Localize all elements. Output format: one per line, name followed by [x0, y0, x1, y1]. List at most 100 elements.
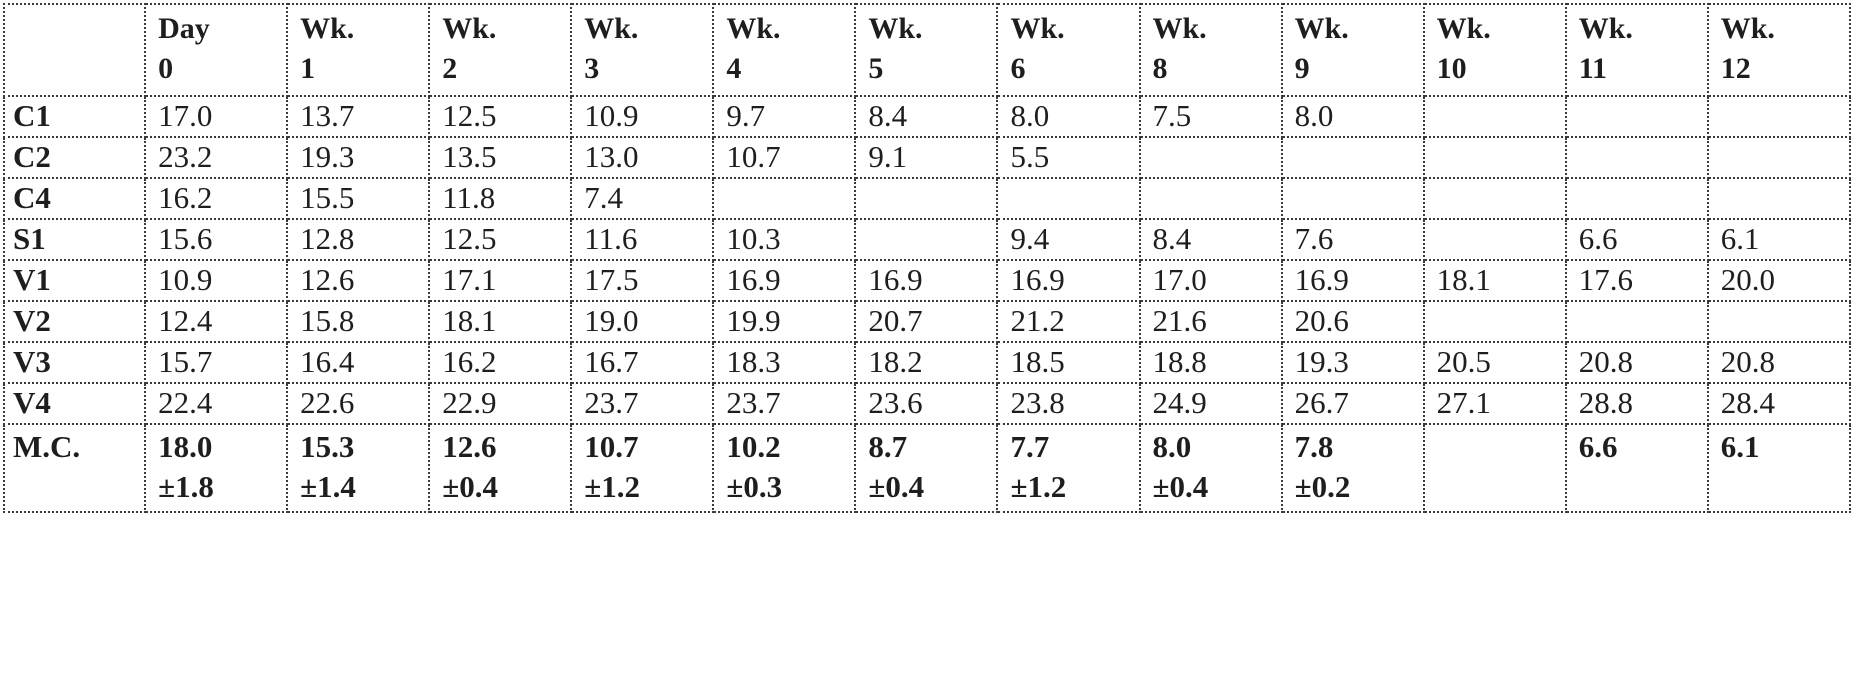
table-cell: 16.9: [854, 259, 999, 302]
table-cell: [1564, 177, 1709, 220]
sd-value: ±0.3: [726, 469, 783, 504]
table-cell: 18.2: [854, 341, 999, 384]
table-cell: 26.7: [1280, 382, 1425, 425]
sd-value: ±1.4: [300, 469, 356, 504]
table-cell: 22.6: [286, 382, 431, 425]
column-header-line1: Wk.: [300, 12, 355, 45]
table-cell: 10.9: [144, 259, 289, 302]
column-header-line1: Wk.: [1578, 12, 1633, 45]
column-header-line1: Day: [158, 12, 210, 45]
mean-cell: 15.3 ±1.4: [286, 423, 431, 513]
row-label: V3: [2, 341, 147, 384]
table-row: V2 12.4 15.8 18.1 19.0 19.9 20.7 21.2 21.6 20.6: [2, 300, 1852, 343]
table-row: C2 23.2 19.3 13.5 13.0 10.7 9.1 5.5: [2, 136, 1852, 179]
table-cell: 13.5: [428, 136, 573, 179]
table-cell: 17.0: [1138, 259, 1283, 302]
table-cell: 18.1: [428, 300, 573, 343]
table-cell: 21.2: [996, 300, 1141, 343]
mean-cell: 7.8 ±0.2: [1280, 423, 1425, 513]
table-cell: 16.9: [1280, 259, 1425, 302]
table-cell: 13.0: [570, 136, 715, 179]
column-header-line2: 12: [1720, 52, 1751, 85]
table-cell: 16.9: [996, 259, 1141, 302]
table-cell: 15.5: [286, 177, 431, 220]
table-cell: 27.1: [1422, 382, 1567, 425]
table-cell: 10.3: [712, 218, 857, 261]
column-header-line2: 8: [1152, 52, 1168, 85]
table-cell: 6.1: [1706, 218, 1852, 261]
table-cell: 16.2: [428, 341, 573, 384]
table-cell: 5.5: [996, 136, 1141, 179]
mean-cell: 12.6 ±0.4: [428, 423, 573, 513]
header-row: Day 0 Wk. 1 Wk. 2 Wk. 3 Wk. 4 Wk. 5 Wk. 6 Wk. 8 Wk. 9 Wk. 1…: [2, 3, 1852, 97]
table-cell: 19.9: [712, 300, 857, 343]
table-cell: [996, 177, 1141, 220]
table-cell: [854, 218, 999, 261]
column-header: Wk. 5: [854, 3, 999, 97]
column-header: Wk. 9: [1280, 3, 1425, 97]
table-row: V4 22.4 22.6 22.9 23.7 23.7 23.6 23.8 24.9 26.7 27…: [2, 382, 1852, 425]
table-cell: 19.0: [570, 300, 715, 343]
row-label: S1: [2, 218, 147, 261]
column-header-line2: 1: [300, 52, 316, 85]
table-cell: 28.4: [1706, 382, 1852, 425]
table-cell: 11.6: [570, 218, 715, 261]
sd-value: ±0.4: [868, 469, 925, 504]
mean-cell: 10.7 ±1.2: [570, 423, 715, 513]
column-header: Wk. 6: [996, 3, 1141, 97]
table-cell: 19.3: [1280, 341, 1425, 384]
column-header-line2: 2: [442, 52, 458, 85]
column-header-line1: Wk.: [1294, 12, 1349, 45]
table-cell: 20.6: [1280, 300, 1425, 343]
mean-value: 7.8: [1294, 429, 1334, 464]
table-cell: [1138, 177, 1283, 220]
mean-value: 6.6: [1578, 429, 1618, 464]
table-cell: 20.8: [1706, 341, 1852, 384]
table-cell: [1422, 300, 1567, 343]
table-cell: 18.1: [1422, 259, 1567, 302]
column-header-line2: 3: [584, 52, 600, 85]
table-cell: 9.7: [712, 95, 857, 138]
table-row: V3 15.7 16.4 16.2 16.7 18.3 18.2 18.5 18.8 19.3 20…: [2, 341, 1852, 384]
table-cell: 15.6: [144, 218, 289, 261]
table-cell: 17.1: [428, 259, 573, 302]
column-header-line1: Wk.: [1010, 12, 1065, 45]
table-cell: [712, 177, 857, 220]
column-header-line1: Wk.: [868, 12, 923, 45]
table-cell: 16.2: [144, 177, 289, 220]
mean-row-label: M.C.: [2, 423, 147, 513]
column-header-line2: 6: [1010, 52, 1026, 85]
table-cell: 10.7: [712, 136, 857, 179]
table-cell: 18.8: [1138, 341, 1283, 384]
table-cell: 8.4: [854, 95, 999, 138]
column-header: Wk. 11: [1564, 3, 1709, 97]
column-header-line2: 4: [726, 52, 742, 85]
table-cell: 23.8: [996, 382, 1141, 425]
table-cell: 20.7: [854, 300, 999, 343]
column-header-line1: Wk.: [584, 12, 639, 45]
mean-value: 8.0: [1152, 429, 1192, 464]
mean-cell: 7.7 ±1.2: [996, 423, 1141, 513]
mean-value: 6.1: [1720, 429, 1760, 464]
column-header-line1: Wk.: [1152, 12, 1207, 45]
table-cell: [1280, 136, 1425, 179]
table-cell: 12.8: [286, 218, 431, 261]
table-cell: 6.6: [1564, 218, 1709, 261]
column-header: Wk. 8: [1138, 3, 1283, 97]
column-header-line2: 0: [158, 52, 174, 85]
column-header: Wk. 1: [286, 3, 431, 97]
table-row: S1 15.6 12.8 12.5 11.6 10.3 9.4 8.4 7.6 6.6 6.1: [2, 218, 1852, 261]
sd-value: ±1.8: [158, 469, 214, 504]
table-row: C4 16.2 15.5 11.8 7.4: [2, 177, 1852, 220]
table-cell: 17.6: [1564, 259, 1709, 302]
table-row: V1 10.9 12.6 17.1 17.5 16.9 16.9 16.9 17.0 16.9 18…: [2, 259, 1852, 302]
table-cell: 23.2: [144, 136, 289, 179]
table-cell: [1422, 218, 1567, 261]
column-header: Wk. 12: [1706, 3, 1852, 97]
mean-cell: 18.0 ±1.8: [144, 423, 289, 513]
table-cell: 8.4: [1138, 218, 1283, 261]
table-cell: 16.4: [286, 341, 431, 384]
table-cell: [1422, 95, 1567, 138]
header-corner-cell: [2, 3, 147, 97]
table-cell: 28.8: [1564, 382, 1709, 425]
